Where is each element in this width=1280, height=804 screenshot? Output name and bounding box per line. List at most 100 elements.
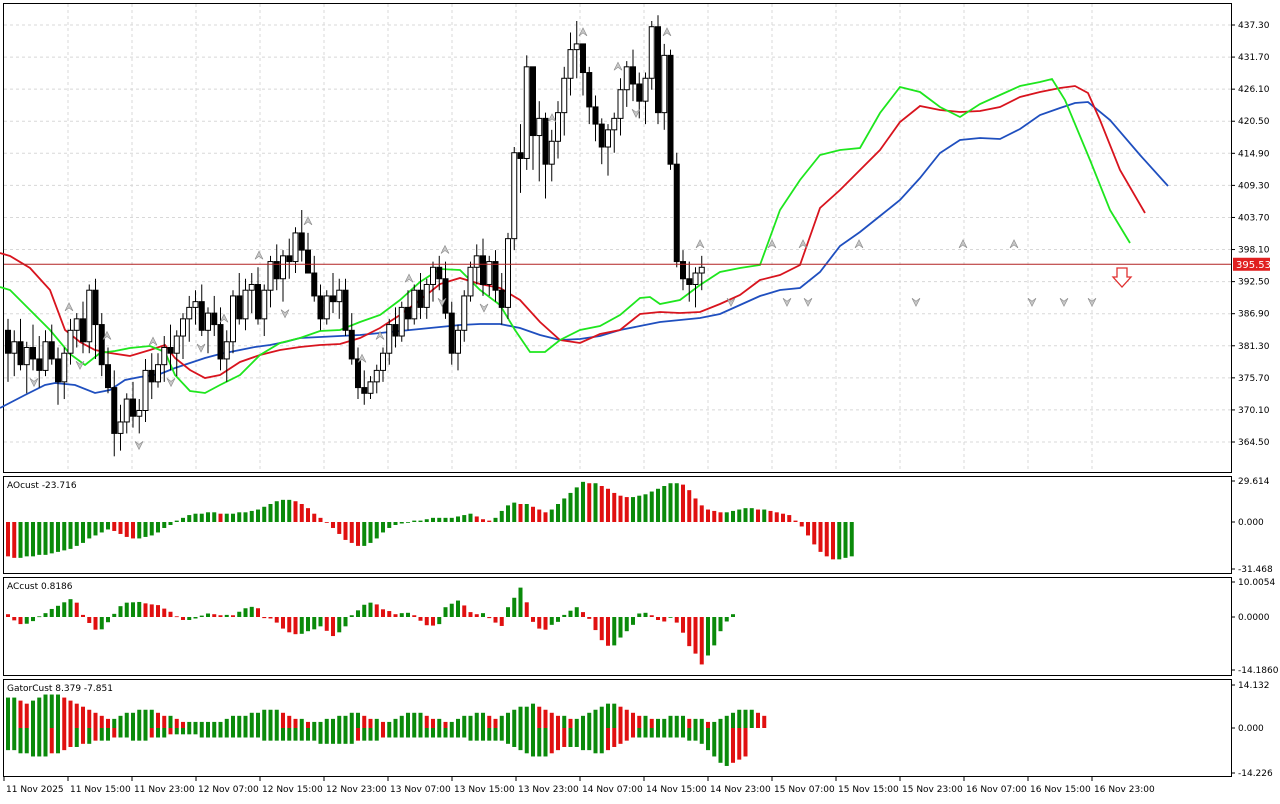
gator-lower-bar <box>424 728 429 738</box>
ac-bar <box>718 617 723 632</box>
ao-bar <box>799 522 804 527</box>
ao-bar <box>274 501 279 522</box>
ao-bar <box>468 513 473 522</box>
ac-bar <box>24 617 29 624</box>
gator-upper-bar <box>49 694 54 728</box>
ao-bar <box>137 522 142 539</box>
ao-bar <box>593 483 598 522</box>
gator-lower-bar <box>574 728 579 747</box>
fractal-up-icon <box>547 113 557 123</box>
candle-bull <box>155 364 161 383</box>
ac-bar <box>362 604 367 617</box>
ac-bar <box>74 602 79 617</box>
ao-bar <box>231 513 235 522</box>
ac-bar <box>512 597 517 617</box>
ao-bar <box>699 505 704 522</box>
gator-lower-bar <box>143 728 148 741</box>
indicator-tick-label: 10.0054 <box>1238 578 1275 588</box>
gator-lower-bar <box>612 728 617 747</box>
candle-bear <box>55 358 61 383</box>
ao-bar <box>712 510 717 522</box>
ac-bar <box>424 617 429 626</box>
fractal-up-icon <box>662 27 672 37</box>
fractal-down-icon <box>280 309 290 319</box>
gator-lower-bar <box>81 728 85 744</box>
ac-bar <box>474 614 479 617</box>
gator-upper-bar <box>62 697 67 728</box>
gator-upper-bar <box>481 712 485 728</box>
candle-bear <box>442 278 449 314</box>
gator-lower-bar <box>356 728 360 741</box>
candle-bear <box>305 249 311 274</box>
gator-lower-bar <box>531 728 535 757</box>
gator-lower-bar <box>581 728 585 751</box>
ac-bar <box>287 617 292 633</box>
ac-bar <box>549 617 554 625</box>
gator-lower-bar <box>68 728 73 747</box>
gator-lower-bar <box>187 728 192 735</box>
fractal-down-icon <box>1087 297 1097 307</box>
ao-bar <box>481 519 485 522</box>
gator-upper-bar <box>43 694 48 728</box>
ao-bar <box>606 488 610 522</box>
candle-bear <box>130 398 136 417</box>
gator-upper-bar <box>474 712 479 728</box>
time-tick-label: 12 Nov 23:00 <box>326 785 387 795</box>
candle-bear <box>667 54 674 165</box>
sell-arrow-icon <box>1111 267 1133 288</box>
fractal-up-icon <box>578 27 588 37</box>
candle-bear <box>673 163 680 263</box>
candle-bull <box>380 352 386 371</box>
ao-bar <box>637 495 642 522</box>
gator-lower-bar <box>718 728 723 763</box>
gator-lower-bar <box>731 728 735 763</box>
ao-bar <box>399 522 404 524</box>
gator-upper-bar <box>306 721 310 728</box>
gator-lower-bar <box>62 728 67 751</box>
ac-bar <box>599 617 604 641</box>
gator-lower-bar <box>56 728 60 754</box>
gator-lower-bar <box>599 728 604 754</box>
candle-bull <box>398 306 405 337</box>
candle-bear <box>298 232 305 251</box>
ac-bar <box>468 612 473 617</box>
ac-bar <box>443 607 448 617</box>
ao-bar <box>168 522 173 525</box>
ac-bar <box>368 602 373 617</box>
gator-lower-bar <box>112 728 117 738</box>
ao-bar <box>512 502 517 522</box>
candle-bull <box>223 341 230 360</box>
gator-lower-bar <box>156 728 160 738</box>
fractal-up-icon <box>695 239 705 249</box>
gator-indicator-label: GatorCust 8.379 -7.851 <box>7 684 113 694</box>
ac-bar <box>231 615 235 617</box>
candle-bear <box>273 261 280 280</box>
gator-upper-bar <box>468 715 473 728</box>
fractal-down-icon <box>166 378 176 388</box>
gator-upper-bar <box>674 715 679 728</box>
gator-upper-bar <box>87 709 92 728</box>
ao-bar <box>299 504 304 522</box>
gator-lower-bar <box>299 728 304 741</box>
gator-lower-bar <box>656 728 660 738</box>
ac-bar <box>618 617 623 638</box>
gator-upper-bar <box>218 721 223 728</box>
ac-bar <box>487 617 492 619</box>
fractal-up-icon <box>303 216 313 226</box>
time-tick-label: 16 Nov 15:00 <box>1030 785 1091 795</box>
gator-upper-bar <box>556 715 560 728</box>
candle-bear <box>598 123 605 148</box>
indicator-tick-label: -14.226 <box>1238 769 1273 779</box>
ao-bar <box>793 520 798 522</box>
gator-lower-bar <box>168 728 173 735</box>
candle-bull <box>573 43 580 51</box>
candle-bull <box>142 369 149 411</box>
ac-bar <box>18 617 23 625</box>
gator-upper-bar <box>549 712 554 728</box>
candle-bull <box>11 341 18 354</box>
gator-lower-bar <box>499 728 504 741</box>
gator-lower-bar <box>699 728 704 744</box>
gator-lower-bar <box>643 728 648 738</box>
ao-bar <box>487 520 492 522</box>
candle-bear <box>317 295 324 320</box>
